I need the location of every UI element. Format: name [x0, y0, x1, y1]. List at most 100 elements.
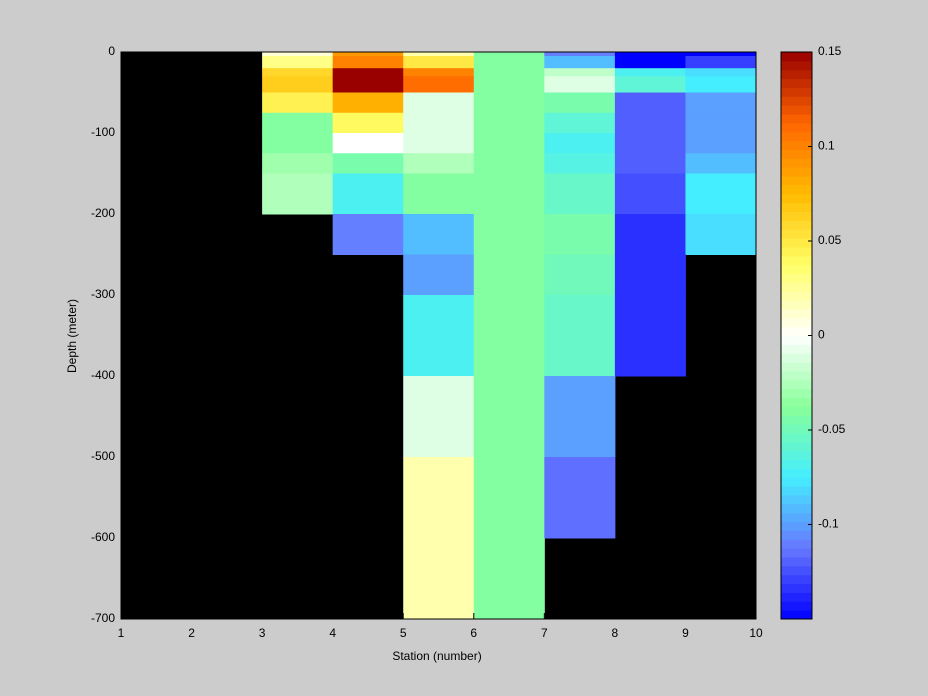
heatmap-cell — [262, 173, 334, 215]
colorbar-swatch — [781, 69, 812, 80]
heatmap-cell — [403, 538, 475, 620]
colorbar-swatch — [781, 193, 812, 204]
x-axis-label: Station (number) — [392, 649, 481, 663]
colorbar-swatch — [781, 308, 812, 319]
x-tick-label: 2 — [188, 626, 195, 640]
x-tick-label: 8 — [612, 626, 619, 640]
heatmap-cell — [403, 254, 475, 296]
heatmap-cell — [473, 68, 545, 77]
y-tick-label: -600 — [91, 530, 115, 544]
colorbar-swatch — [781, 494, 812, 505]
colorbar-swatch — [781, 220, 812, 230]
heatmap-cell — [473, 538, 545, 620]
colorbar-swatch — [781, 176, 812, 186]
heatmap-cell — [614, 52, 686, 57]
heatmap-cell — [614, 92, 686, 114]
y-axis-label: Depth (meter) — [65, 299, 79, 373]
heatmap-cell — [403, 76, 475, 93]
colorbar-swatch — [781, 370, 812, 381]
heatmap-cell — [403, 173, 475, 215]
heatmap-cell — [614, 68, 686, 77]
colorbar-swatch — [781, 344, 812, 354]
heatmap-cell — [614, 56, 686, 69]
x-tick-label: 4 — [329, 626, 336, 640]
heatmap-cell — [614, 254, 686, 296]
colorbar-swatch — [781, 441, 812, 452]
y-tick-label: -300 — [91, 287, 115, 301]
heatmap-cell — [473, 92, 545, 114]
colorbar-swatch — [781, 397, 812, 407]
colorbar-swatch — [781, 601, 812, 611]
x-tick-label: 1 — [118, 626, 125, 640]
heatmap-cell — [544, 56, 616, 69]
colorbar-swatch — [781, 140, 812, 150]
heatmap-cell — [473, 214, 545, 255]
colorbar-swatch — [781, 282, 812, 292]
colorbar-swatch — [781, 273, 812, 283]
heatmap-cell — [544, 92, 616, 114]
colorbar-swatch — [781, 211, 812, 221]
colorbar-swatch — [781, 238, 812, 248]
colorbar-swatch — [781, 459, 812, 469]
colorbar-swatch — [781, 114, 812, 124]
heatmap-cell — [685, 52, 757, 57]
heatmap-cell — [544, 173, 616, 215]
heatmap-cell — [614, 153, 686, 174]
colorbar-tick-label: -0.05 — [818, 422, 846, 436]
y-tick-label: -200 — [91, 206, 115, 220]
colorbar-tick-label: -0.1 — [818, 517, 839, 531]
heatmap-cell — [403, 52, 475, 57]
heatmap-cell — [544, 68, 616, 77]
colorbar-swatch — [781, 96, 812, 106]
heatmap-cell — [544, 76, 616, 93]
heatmap-cell — [544, 214, 616, 255]
colorbar-swatch — [781, 131, 812, 142]
x-tick-label: 9 — [682, 626, 689, 640]
colorbar-swatch — [781, 503, 812, 514]
heatmap-cell — [614, 112, 686, 134]
colorbar-swatch — [781, 291, 812, 301]
heatmap-cell — [614, 214, 686, 255]
colorbar-swatch — [781, 229, 812, 239]
colorbar-swatch — [781, 592, 812, 602]
colorbar-swatch — [781, 60, 812, 71]
heatmap-cell — [332, 112, 404, 134]
heatmap-cell — [544, 52, 616, 57]
heatmap-cell — [332, 214, 404, 255]
colorbar-swatch — [781, 450, 812, 461]
heatmap-cell — [614, 295, 686, 377]
heatmap-cell — [403, 92, 475, 114]
colorbar-tick-label: 0 — [818, 328, 825, 342]
colorbar-tick-label: 0.05 — [818, 233, 842, 247]
heatmap-cell — [544, 133, 616, 154]
heatmap-cell — [544, 254, 616, 296]
y-tick-label: -700 — [91, 611, 115, 625]
heatmap-cell — [332, 92, 404, 114]
colorbar-swatch — [781, 52, 812, 62]
x-tick-label: 5 — [400, 626, 407, 640]
colorbar-swatch — [781, 246, 812, 257]
heatmap-cell — [403, 133, 475, 154]
heatmap-cell — [403, 295, 475, 377]
colorbar-swatch — [781, 556, 812, 567]
colorbar-swatch — [781, 521, 812, 531]
heatmap-cell — [473, 376, 545, 458]
heatmap-cell — [685, 68, 757, 77]
heatmap-cell — [262, 153, 334, 174]
heatmap-cell — [614, 76, 686, 93]
heatmap-cell — [473, 52, 545, 57]
colorbar-swatch — [781, 565, 812, 576]
heatmap-cell — [473, 295, 545, 377]
colorbar-swatch — [781, 300, 812, 310]
colorbar-swatch — [781, 158, 812, 168]
y-tick-label: -400 — [91, 368, 115, 382]
heatmap-cell — [544, 112, 616, 134]
colorbar-swatch — [781, 264, 812, 274]
heatmap-cell — [403, 376, 475, 458]
heatmap-cell — [262, 68, 334, 77]
colorbar-swatch — [781, 335, 812, 345]
heatmap-cell — [332, 56, 404, 69]
colorbar-swatch — [781, 530, 812, 540]
colorbar-swatch — [781, 388, 812, 399]
